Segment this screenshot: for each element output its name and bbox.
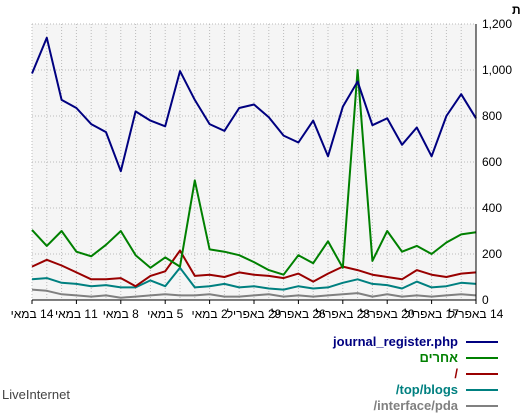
x-tick-label: 11 במאי <box>55 307 98 321</box>
legend-swatch <box>466 373 498 375</box>
y-axis-title: כמות <box>512 3 520 17</box>
x-tick-label: 8 במאי <box>103 307 139 321</box>
legend-item: אחרים <box>250 350 518 366</box>
y-tick-label: 200 <box>482 247 502 261</box>
legend-label: / <box>454 366 458 381</box>
x-tick-label: 26 באפריל <box>271 307 326 321</box>
y-tick-label: 0 <box>482 293 489 307</box>
series-lines <box>31 36 477 299</box>
x-tick-label: 29 באפריל <box>227 307 282 321</box>
x-tick-label: 20 באפריל <box>360 307 415 321</box>
legend-item: / <box>250 366 518 382</box>
x-tick-label: 17 באפריל <box>404 307 459 321</box>
legend-swatch <box>466 389 498 391</box>
legend-swatch <box>466 341 498 343</box>
legend-label: אחרים <box>419 350 459 365</box>
y-tick-label: 600 <box>482 155 502 169</box>
legend-item: /top/blogs <box>250 382 518 398</box>
legend-swatch <box>466 405 498 407</box>
y-tick-label: 800 <box>482 109 502 123</box>
x-tick-label: 2 במאי <box>192 307 228 321</box>
legend-swatch <box>466 357 498 359</box>
series-line <box>31 69 477 276</box>
y-tick-label: 1,000 <box>482 63 512 77</box>
series-line <box>31 266 477 291</box>
legend-label: /top/blogs <box>395 382 458 397</box>
grid <box>31 23 477 301</box>
y-tick-label: 400 <box>482 201 502 215</box>
x-tick-label: 5 במאי <box>147 307 183 321</box>
legend-label: journal_register.php <box>333 334 458 349</box>
x-tick-label: 14 במאי <box>11 307 54 321</box>
legend-label: /interface/pda <box>373 398 458 413</box>
series-line <box>31 288 477 299</box>
source-label: LiveInternet <box>2 387 70 402</box>
y-tick-label: 1,200 <box>482 17 512 31</box>
legend: journal_register.php אחרים / /top/blogs … <box>250 334 518 414</box>
legend-item: journal_register.php <box>250 334 518 350</box>
x-tick-label: 23 באפריל <box>315 307 370 321</box>
legend-item: /interface/pda <box>250 398 518 414</box>
series-line <box>31 36 477 173</box>
x-tick-label: 14 באפריל <box>449 307 504 321</box>
series-line <box>31 249 477 288</box>
